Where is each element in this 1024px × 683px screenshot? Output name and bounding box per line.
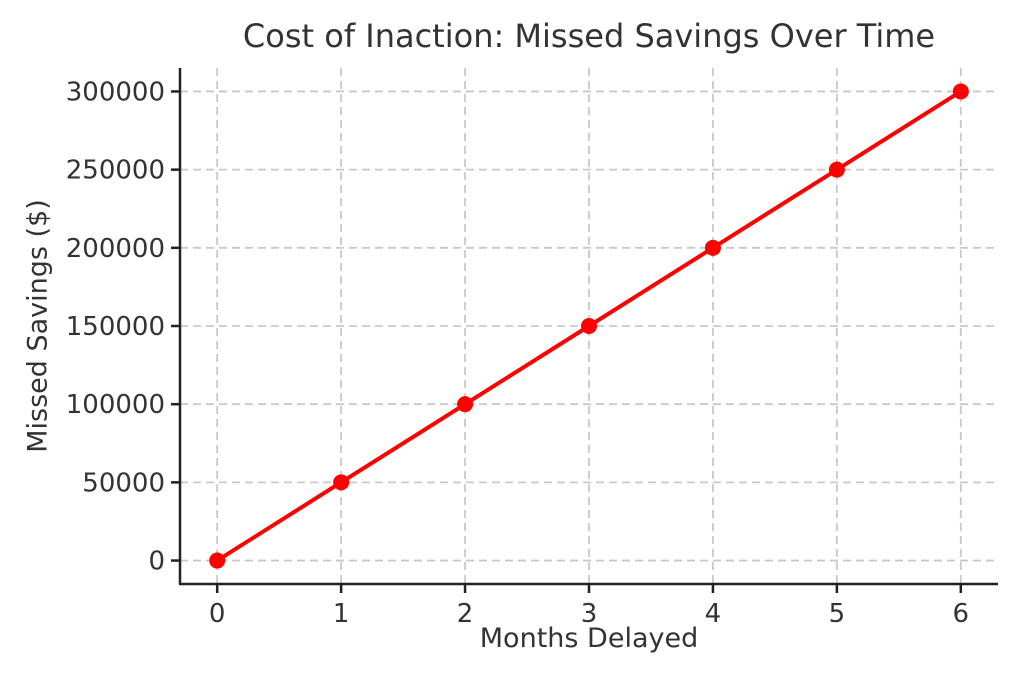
x-tick-label: 0: [209, 599, 226, 629]
data-point: [828, 161, 845, 178]
x-tick-label: 1: [333, 599, 350, 629]
y-tick-label: 250000: [66, 156, 165, 186]
x-tick-label: 4: [705, 599, 722, 629]
y-tick-label: 100000: [66, 390, 165, 420]
y-tick-label: 0: [148, 547, 165, 577]
y-tick-label: 200000: [66, 234, 165, 264]
y-tick-label: 300000: [66, 77, 165, 107]
data-point: [581, 318, 597, 334]
data-point: [952, 83, 969, 100]
y-tick-label: 50000: [82, 468, 165, 498]
data-point: [704, 239, 721, 256]
y-tick-label: 150000: [66, 312, 165, 342]
data-point: [333, 474, 350, 491]
x-tick-label: 5: [829, 599, 846, 629]
data-point: [457, 396, 474, 413]
x-tick-label: 6: [953, 599, 970, 629]
chart-title: Cost of Inaction: Missed Savings Over Ti…: [242, 17, 936, 55]
data-point: [209, 552, 226, 569]
x-tick-label: 2: [457, 599, 474, 629]
x-axis-label: Months Delayed: [479, 623, 699, 654]
x-tick-label: 3: [581, 599, 598, 629]
